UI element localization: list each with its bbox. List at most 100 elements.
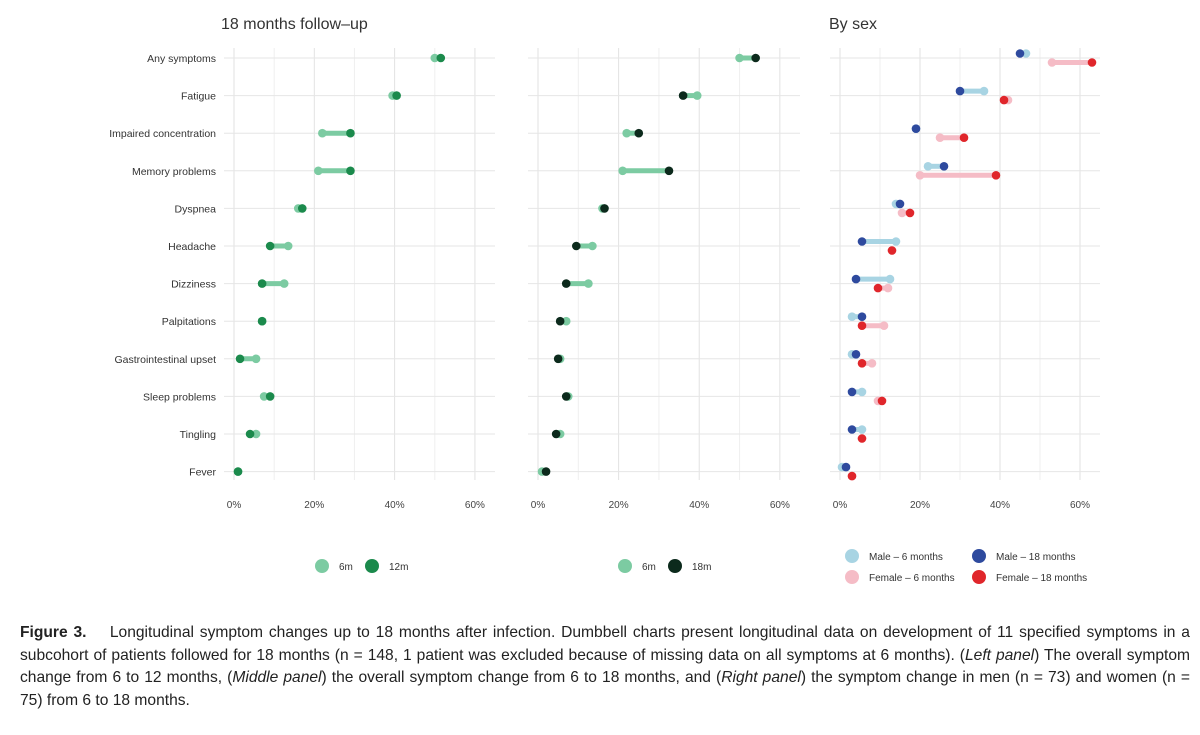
point-12m	[436, 53, 446, 63]
point-female-18-months	[999, 95, 1009, 105]
point-female-6-months	[897, 208, 907, 218]
category-label: Fever	[189, 467, 216, 479]
point-6m	[251, 354, 261, 364]
point-12m	[245, 429, 255, 439]
point-female-18-months	[991, 171, 1001, 180]
x-tick-label: 60%	[770, 500, 790, 511]
point-12m	[265, 392, 275, 401]
point-male-6-months	[979, 86, 989, 96]
point-6m	[584, 279, 593, 288]
x-tick-label: 60%	[1070, 500, 1090, 511]
caption-left-panel: Left panel	[964, 646, 1035, 664]
legend-label: Male – 6 months	[869, 552, 943, 563]
x-tick-label: 0%	[531, 500, 546, 511]
point-18m	[555, 316, 565, 326]
point-female-18-months	[857, 434, 867, 443]
legend-marker	[972, 549, 986, 563]
legend-label-6m: 6m	[339, 562, 353, 573]
point-12m	[346, 166, 355, 176]
point-6m	[692, 91, 702, 100]
point-female-6-months	[879, 321, 889, 331]
point-18m	[561, 392, 571, 401]
point-female-6-months	[883, 283, 893, 293]
category-label: Memory problems	[132, 166, 216, 178]
point-male-18-months	[939, 162, 949, 171]
point-male-6-months	[847, 312, 857, 322]
point-18m	[571, 241, 581, 251]
x-tick-label: 0%	[227, 500, 242, 511]
point-female-18-months	[959, 133, 969, 142]
category-label: Dyspnea	[175, 203, 217, 215]
point-male-18-months	[895, 199, 905, 209]
point-female-18-months	[857, 321, 867, 331]
x-tick-label: 20%	[609, 500, 629, 511]
figure-dumbbell-charts: 18 months follow–up 0% 20% 40% 60% Any sympt…	[109, 16, 1100, 584]
legend-marker-12m	[365, 559, 379, 573]
legend-label: Female – 6 months	[869, 573, 955, 584]
point-male-18-months	[851, 350, 861, 359]
point-12m	[297, 204, 307, 213]
panel-left-6-12-months: 18 months follow–up 0% 20% 40% 60% Any sympt…	[109, 16, 495, 573]
point-6m	[251, 429, 261, 439]
figure-caption: Figure 3. Longitudinal symptom changes u…	[20, 622, 1190, 712]
x-tick-label: 40%	[385, 500, 405, 511]
category-label: Tingling	[180, 429, 217, 441]
point-male-18-months	[1015, 49, 1025, 58]
point-18m	[751, 53, 760, 63]
point-male-18-months	[857, 312, 867, 322]
legend-marker-6m	[315, 559, 329, 573]
point-18m	[551, 429, 561, 439]
point-18m	[664, 166, 674, 176]
point-6m	[561, 316, 571, 326]
x-tick-label: 0%	[833, 500, 848, 511]
point-female-6-months	[867, 359, 877, 368]
category-label: Any symptoms	[147, 53, 216, 65]
legend-label: Male – 18 months	[996, 552, 1076, 563]
category-label: Fatigue	[181, 91, 216, 103]
point-male-18-months	[847, 387, 857, 397]
point-male-6-months	[857, 387, 867, 397]
legend-marker	[972, 570, 986, 584]
point-6m	[588, 241, 597, 251]
point-6m	[283, 241, 293, 251]
point-18m	[678, 91, 688, 100]
x-tick-label: 20%	[910, 500, 930, 511]
point-male-18-months	[851, 274, 861, 284]
point-12m	[233, 467, 243, 476]
point-6m	[259, 392, 269, 401]
category-label: Sleep problems	[143, 391, 216, 403]
point-6m	[618, 166, 627, 176]
panel-title-right: By sex	[829, 16, 877, 33]
point-female-18-months	[905, 208, 915, 218]
point-male-6-months	[857, 425, 867, 434]
caption-text-1: Longitudinal symptom changes up to 18 mo…	[20, 624, 1190, 664]
point-male-18-months	[955, 86, 965, 96]
point-18m	[541, 467, 551, 476]
point-female-6-months	[1047, 58, 1057, 67]
point-female-6-months	[915, 171, 925, 180]
point-12m	[257, 279, 267, 288]
legend: 6m 18m	[618, 559, 711, 573]
point-male-18-months	[857, 237, 867, 246]
legend-marker-18m	[668, 559, 682, 573]
point-female-18-months	[873, 283, 883, 293]
point-18m	[634, 128, 644, 138]
caption-right-panel: Right panel	[721, 669, 801, 686]
point-female-6-months	[935, 133, 945, 142]
point-6m	[622, 128, 631, 138]
legend-label: Female – 18 months	[996, 573, 1087, 584]
category-label: Dizziness	[171, 279, 216, 291]
legend: 6m 12m	[315, 559, 408, 573]
point-18m	[553, 354, 563, 364]
caption-text-3: ) the overall symptom change from 6 to 1…	[321, 669, 722, 686]
category-label: Palpitations	[162, 316, 216, 328]
point-female-18-months	[1087, 58, 1097, 67]
caption-text-2: ) The overall symptom change from 6 to 1…	[20, 646, 1190, 687]
point-male-18-months	[847, 425, 857, 434]
point-6m	[318, 128, 327, 138]
x-tick-label: 40%	[689, 500, 709, 511]
point-male-6-months	[1021, 49, 1031, 58]
point-6m	[430, 53, 440, 63]
x-tick-label: 60%	[465, 500, 485, 511]
category-label: Headache	[168, 241, 216, 253]
